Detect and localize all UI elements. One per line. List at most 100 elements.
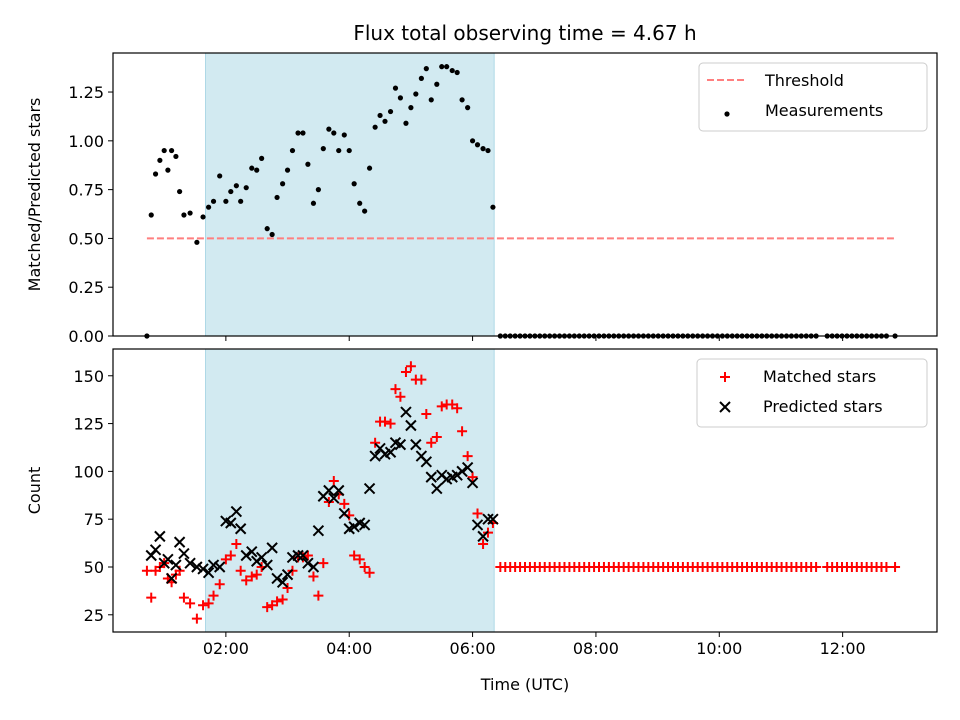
data-point — [471, 519, 484, 531]
data-point — [392, 85, 399, 91]
y-tick-label: 50 — [84, 558, 104, 577]
data-point — [208, 590, 219, 601]
data-point — [249, 165, 255, 171]
data-point — [408, 105, 414, 111]
data-point — [459, 97, 465, 103]
data-point — [431, 482, 443, 495]
data-point — [364, 567, 375, 578]
y-tick-label: 1.00 — [68, 132, 104, 151]
data-point — [305, 161, 311, 167]
data-point — [354, 554, 365, 565]
data-point — [382, 118, 388, 124]
data-point — [261, 559, 273, 571]
data-point — [251, 569, 262, 580]
data-point — [474, 142, 481, 148]
data-point — [351, 181, 357, 187]
data-point — [289, 147, 296, 154]
data-point — [490, 204, 496, 210]
legend-label: Matched stars — [763, 367, 876, 386]
data-point — [203, 598, 214, 609]
data-point — [410, 438, 422, 451]
figure-title: Flux total observing time = 4.67 h — [353, 21, 696, 45]
data-point — [302, 557, 314, 569]
data-point — [449, 67, 455, 74]
y-tick-label: 125 — [73, 415, 104, 434]
y-tick-label: 25 — [84, 606, 104, 625]
data-point — [178, 592, 189, 603]
y-tick-label: 100 — [73, 462, 104, 481]
data-point — [482, 513, 494, 525]
data-point — [416, 374, 427, 385]
data-point — [452, 403, 463, 414]
data-point — [346, 147, 352, 154]
data-point — [200, 214, 206, 220]
data-point — [238, 198, 244, 204]
data-point — [205, 204, 212, 210]
data-point — [390, 384, 401, 395]
data-point — [326, 126, 332, 132]
data-point — [191, 613, 202, 624]
data-point — [274, 194, 280, 201]
x-tick-label: 10:00 — [696, 639, 742, 658]
data-point — [462, 451, 473, 462]
data-point — [307, 561, 320, 573]
data-point — [292, 549, 304, 562]
data-point — [377, 112, 383, 119]
legend-box — [696, 358, 928, 428]
data-point — [284, 167, 291, 173]
data-point — [230, 505, 243, 518]
data-point — [173, 153, 179, 160]
data-point — [187, 210, 193, 216]
data-point — [370, 437, 381, 448]
data-point — [149, 544, 162, 556]
data-point — [272, 596, 283, 607]
x-tick-label: 08:00 — [573, 639, 619, 658]
data-point — [421, 409, 432, 420]
data-point — [241, 575, 252, 586]
data-point — [225, 517, 237, 529]
data-point — [369, 450, 381, 462]
legend-key — [719, 401, 731, 413]
data-point — [282, 583, 293, 594]
data-point — [472, 508, 483, 519]
data-point — [881, 561, 892, 572]
data-point — [320, 146, 326, 152]
data-point — [400, 366, 411, 377]
data-point — [436, 401, 447, 412]
data-point — [431, 431, 442, 442]
data-point — [480, 146, 486, 152]
data-point — [148, 212, 154, 218]
data-point — [394, 438, 407, 451]
data-point — [152, 171, 159, 177]
data-point — [300, 130, 306, 136]
data-point — [349, 550, 360, 561]
data-point — [181, 212, 187, 218]
data-point — [145, 549, 157, 562]
legend-label: Predicted stars — [763, 397, 883, 416]
data-point — [372, 124, 378, 130]
data-point — [336, 147, 342, 154]
data-point — [339, 498, 350, 509]
legend-label: Threshold — [764, 71, 844, 90]
data-point — [469, 138, 476, 144]
data-point — [890, 561, 901, 572]
x-axis-label: Time (UTC) — [480, 675, 569, 694]
data-point — [240, 549, 252, 562]
data-point — [434, 81, 440, 87]
data-point — [184, 557, 196, 569]
x-tick-label: 04:00 — [326, 639, 372, 658]
data-point — [385, 418, 396, 429]
data-point — [341, 132, 347, 138]
data-point — [210, 198, 217, 204]
data-point — [234, 523, 247, 535]
data-point — [262, 602, 273, 613]
data-point — [254, 167, 260, 173]
data-point — [328, 492, 340, 504]
data-point — [333, 484, 345, 497]
data-point — [454, 69, 460, 76]
ratio-panel: 0.00 0.25 0.50 0.75 1.00 1.25 Matched/Predicte… — [25, 52, 938, 346]
data-point — [362, 208, 368, 214]
data-point — [428, 97, 434, 103]
data-point — [280, 181, 286, 187]
data-point — [395, 391, 406, 402]
